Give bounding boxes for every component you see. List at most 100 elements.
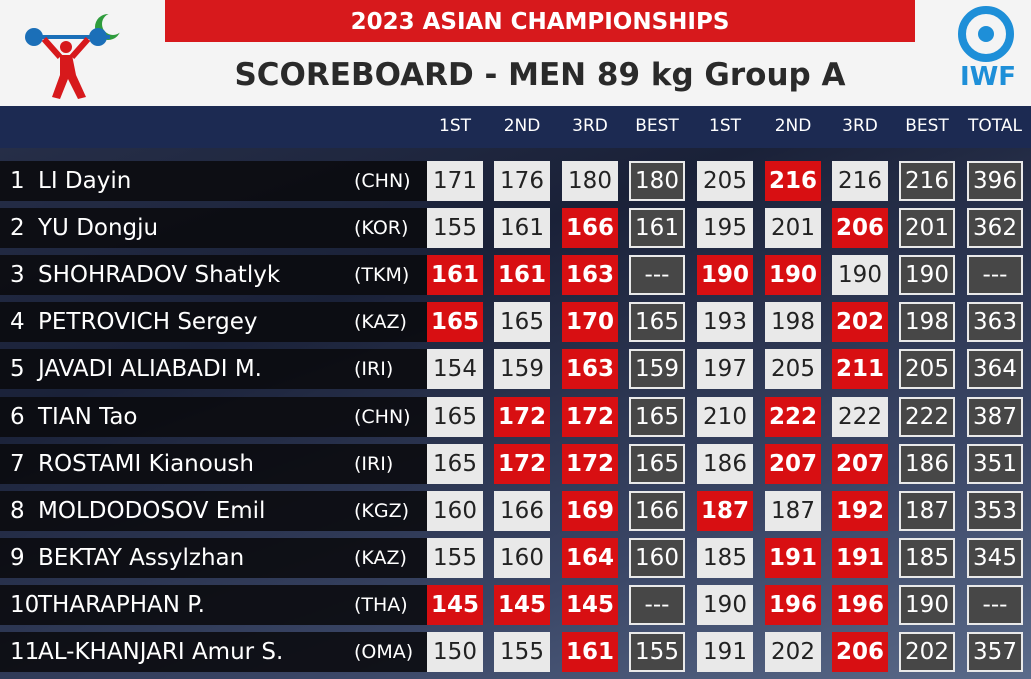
nation: (OMA) (354, 641, 414, 663)
cj-best: 198 (899, 302, 955, 343)
snatch-attempt: 145 (562, 584, 618, 625)
snatch-best: 180 (629, 161, 685, 201)
cj-best: 205 (899, 349, 955, 390)
nation: (CHN) (354, 170, 411, 192)
cj-attempt: 190 (697, 255, 753, 296)
rank: 3 (10, 262, 25, 289)
cj-attempt: 207 (765, 443, 821, 484)
athlete-name: SHOHRADOV Shatlyk (38, 262, 281, 289)
iwf-logo-text: IWF (959, 62, 1017, 92)
cj-attempt: 190 (765, 255, 821, 296)
snatch-attempt: 166 (562, 208, 618, 249)
column-header-bar (0, 106, 1031, 148)
rank: 10 (10, 591, 40, 618)
name-band (0, 632, 428, 672)
snatch-attempt: 155 (427, 208, 483, 249)
snatch-attempt: 164 (562, 537, 618, 578)
cj-attempt: 191 (697, 632, 753, 672)
cj-best: 216 (899, 161, 955, 201)
total: --- (967, 584, 1023, 625)
snatch-attempt: 154 (427, 349, 483, 390)
snatch-attempt: 159 (494, 349, 550, 390)
snatch-best: 159 (629, 349, 685, 390)
athlete-name: PETROVICH Sergey (38, 309, 258, 336)
snatch-best: --- (629, 584, 685, 625)
snatch-attempt: 163 (562, 255, 618, 296)
cj-best: 202 (899, 632, 955, 672)
snatch-best: 165 (629, 302, 685, 343)
athlete-name: BEKTAY Assylzhan (38, 544, 245, 571)
snatch-attempt: 176 (494, 161, 550, 201)
snatch-attempt: 165 (494, 302, 550, 343)
column-header: BEST (905, 116, 949, 136)
athlete-name: AL-KHANJARI Amur S. (38, 639, 284, 665)
cj-attempt: 191 (765, 537, 821, 578)
athlete-name: JAVADI ALIABADI M. (38, 356, 262, 383)
snatch-attempt: 161 (494, 255, 550, 296)
snatch-attempt: 172 (494, 396, 550, 437)
snatch-attempt: 155 (427, 537, 483, 578)
snatch-attempt: 160 (494, 537, 550, 578)
nation: (IRI) (354, 358, 394, 381)
snatch-attempt: 165 (427, 302, 483, 343)
snatch-attempt: 180 (562, 161, 618, 201)
snatch-best: 165 (629, 396, 685, 437)
nation: (KOR) (354, 217, 409, 240)
snatch-attempt: 172 (562, 443, 618, 484)
snatch-attempt: 145 (494, 584, 550, 625)
nation: (THA) (354, 593, 408, 616)
cj-attempt: 193 (697, 302, 753, 343)
snatch-attempt: 163 (562, 349, 618, 390)
rank: 8 (10, 497, 25, 524)
nation: (IRI) (354, 452, 394, 475)
rank: 11 (10, 639, 40, 665)
cj-attempt: 195 (697, 208, 753, 249)
nation: (KAZ) (354, 311, 407, 334)
cj-best: 186 (899, 443, 955, 484)
name-band (0, 443, 428, 484)
cj-best: 187 (899, 490, 955, 531)
total: --- (967, 255, 1023, 296)
cj-attempt: 202 (832, 302, 888, 343)
cj-attempt: 190 (697, 584, 753, 625)
snatch-best: 161 (629, 208, 685, 249)
athlete-name: ROSTAMI Kianoush (38, 450, 254, 477)
column-header: 1ST (709, 116, 741, 136)
rank: 6 (10, 403, 25, 430)
cj-attempt: 196 (765, 584, 821, 625)
snatch-attempt: 145 (427, 584, 483, 625)
total: 364 (967, 349, 1023, 390)
column-header: 2ND (503, 116, 541, 136)
athlete-name: LI Dayin (38, 168, 132, 194)
snatch-best: 155 (629, 632, 685, 672)
name-band (0, 584, 428, 625)
snatch-best: 160 (629, 537, 685, 578)
nation: (KAZ) (354, 546, 407, 569)
snatch-attempt: 172 (494, 443, 550, 484)
snatch-attempt: 165 (427, 443, 483, 484)
name-band (0, 302, 428, 343)
cj-attempt: 192 (832, 490, 888, 531)
cj-best: 190 (899, 584, 955, 625)
snatch-attempt: 155 (494, 632, 550, 672)
column-header: 3RD (842, 116, 878, 136)
cj-attempt: 187 (697, 490, 753, 531)
cj-attempt: 206 (832, 208, 888, 249)
snatch-attempt: 165 (427, 396, 483, 437)
cj-attempt: 202 (765, 632, 821, 672)
cj-attempt: 197 (697, 349, 753, 390)
name-band (0, 537, 428, 578)
championship-logo (25, 13, 124, 99)
rank: 9 (10, 544, 25, 571)
name-band (0, 396, 428, 437)
name-band (0, 349, 428, 390)
iwf-logo (958, 6, 1014, 62)
cj-attempt: 206 (832, 632, 888, 672)
cj-best: 222 (899, 396, 955, 437)
cj-attempt: 216 (832, 161, 888, 201)
cj-attempt: 185 (697, 537, 753, 578)
athlete-name: TIAN Tao (38, 403, 138, 430)
snatch-best: --- (629, 255, 685, 296)
cj-best: 185 (899, 537, 955, 578)
